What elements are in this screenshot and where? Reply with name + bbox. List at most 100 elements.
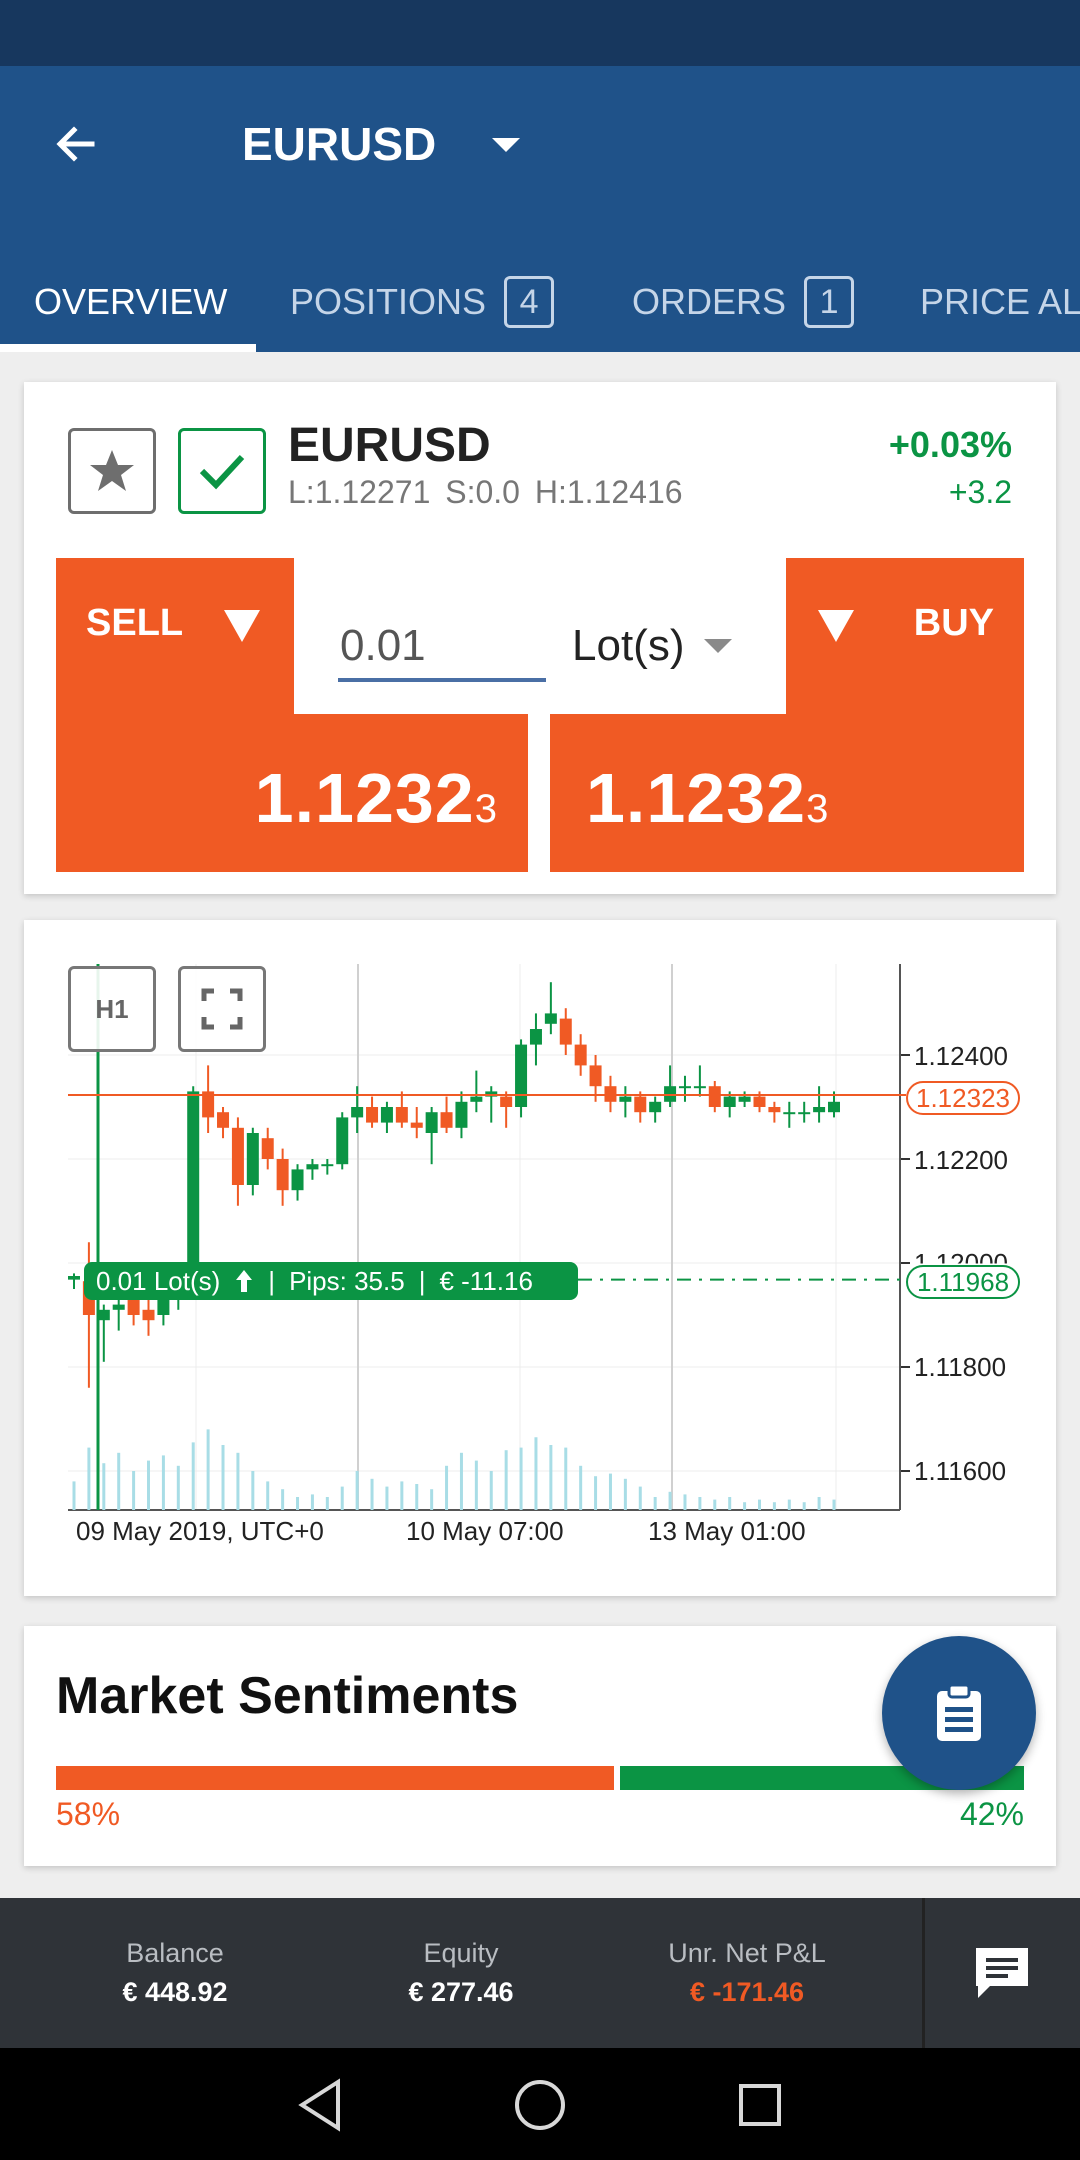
change-percent: +0.03% <box>888 424 1012 465</box>
candle-body <box>231 1127 244 1185</box>
positions-count-badge: 4 <box>504 276 555 328</box>
tab-price-alerts[interactable]: PRICE AL <box>920 252 1080 352</box>
nav-recents-icon <box>739 2084 781 2126</box>
candle-body <box>321 1164 334 1167</box>
nav-back-button[interactable] <box>286 2070 356 2140</box>
candle-body <box>544 1013 557 1024</box>
candle-body <box>515 1044 528 1107</box>
candle-body <box>202 1091 215 1118</box>
x-tick-label: 10 May 07:00 <box>406 1516 564 1546</box>
tab-label: ORDERS <box>632 281 787 322</box>
entry-price-tag: 1.11968 <box>906 1265 1020 1299</box>
candle-body <box>440 1112 453 1128</box>
candle-body <box>217 1112 230 1128</box>
tab-label: PRICE AL <box>920 281 1080 322</box>
candle-body <box>619 1096 632 1102</box>
position-lots: 0.01 Lot(s) <box>96 1265 221 1296</box>
tab-label: OVERVIEW <box>34 281 228 322</box>
candle-body <box>485 1091 498 1097</box>
buy-button[interactable]: BUY <box>786 558 1024 718</box>
instrument-stats: L:1.12271 S:0.0 H:1.12416 <box>288 474 683 510</box>
pnl-value: € -171.46 <box>689 1977 805 2007</box>
candle-body <box>768 1107 781 1113</box>
candle-body <box>395 1107 408 1123</box>
buy-label: BUY <box>913 602 994 644</box>
sentiment-buy-percent: 42% <box>959 1796 1024 1832</box>
candle-body <box>157 1299 170 1315</box>
candle-body <box>425 1112 438 1133</box>
candle-body <box>813 1107 826 1113</box>
candle-body <box>97 1309 110 1321</box>
candle-body <box>455 1101 468 1128</box>
y-tick-label: 1.11800 <box>914 1352 1007 1382</box>
triangle-down-icon <box>224 610 260 642</box>
star-icon <box>90 450 134 491</box>
price-chart[interactable] <box>0 0 1080 1620</box>
instrument-title[interactable]: EURUSD <box>242 118 437 170</box>
fullscreen-button[interactable] <box>178 966 266 1052</box>
candle-body <box>738 1096 751 1102</box>
y-tick-label: 1.12400 <box>914 1041 1008 1071</box>
candle-body <box>187 1091 200 1289</box>
checkmark-icon <box>199 454 245 490</box>
candle-body <box>112 1304 125 1310</box>
sentiment-sell-percent: 58% <box>56 1796 121 1832</box>
y-tick-label: 1.12000 <box>914 1248 1008 1278</box>
current-price-tag: 1.12323 <box>906 1081 1020 1115</box>
candle-body <box>723 1096 736 1107</box>
quantity-input[interactable] <box>338 614 546 682</box>
sentiment-card <box>24 1626 1056 1866</box>
timeframe-button[interactable]: H1 <box>68 966 156 1052</box>
equity-label: Equity <box>423 1938 499 1968</box>
sentiment-sell-bar <box>56 1766 614 1790</box>
equity-value: € 277.46 <box>408 1977 514 2007</box>
sell-price-main: 1.1232 <box>254 759 475 837</box>
account-footer: Balance € 448.92 Equity € 277.46 Unr. Ne… <box>0 1898 1080 2048</box>
candle-body <box>410 1122 423 1128</box>
nav-home-icon <box>515 2080 565 2130</box>
tab-positions[interactable]: POSITIONS 4 <box>290 252 555 352</box>
x-tick-label: 13 May 01:00 <box>648 1516 806 1546</box>
tab-orders[interactable]: ORDERS 1 <box>632 252 855 352</box>
sentiment-title: Market Sentiments <box>56 1667 519 1725</box>
candle-body <box>246 1133 259 1185</box>
balance-label: Balance <box>126 1938 224 1968</box>
caret-down-icon <box>704 639 733 653</box>
position-pill[interactable]: 0.01 Lot(s) | Pips: 35.5 | € -11.16 <box>84 1262 578 1300</box>
candle-body <box>708 1086 721 1107</box>
tab-label: POSITIONS <box>290 281 487 322</box>
candle-body <box>574 1044 587 1066</box>
sell-label: SELL <box>86 602 184 644</box>
position-pnl: € -11.16 <box>439 1265 533 1296</box>
status-bar <box>0 0 1080 66</box>
separator: | <box>418 1265 426 1296</box>
balance-value: € 448.92 <box>122 1977 228 2007</box>
sell-price-button[interactable]: 1.12323 <box>56 714 528 872</box>
sell-price: 1.12323 <box>255 758 498 838</box>
chat-button[interactable] <box>962 1938 1042 2008</box>
candle-body <box>559 1018 572 1045</box>
candle-body <box>664 1086 677 1102</box>
candle-body <box>470 1096 483 1102</box>
instrument-symbol: EURUSD <box>288 419 491 472</box>
back-button[interactable] <box>40 112 112 176</box>
buy-price-button[interactable]: 1.12323 <box>550 714 1024 872</box>
position-pips: Pips: 35.5 <box>289 1265 405 1296</box>
sell-button[interactable]: SELL <box>56 558 294 718</box>
favorite-button[interactable] <box>68 428 156 514</box>
chat-icon <box>976 1948 1028 1998</box>
tab-overview[interactable]: OVERVIEW <box>34 252 227 352</box>
unit-select[interactable]: Lot(s) <box>572 614 733 678</box>
nav-home-button[interactable] <box>505 2070 575 2140</box>
instrument-dropdown-button[interactable] <box>486 124 526 164</box>
orders-fab-button[interactable] <box>882 1636 1036 1790</box>
y-tick-label: 1.12200 <box>914 1145 1008 1175</box>
select-instrument-checkbox[interactable] <box>178 428 266 514</box>
candle-body <box>589 1065 602 1087</box>
nav-recents-button[interactable] <box>725 2070 795 2140</box>
arrow-left-icon <box>56 126 95 162</box>
candle-body <box>649 1101 662 1113</box>
active-tab-indicator <box>0 344 256 352</box>
candle-body <box>336 1117 349 1165</box>
buy-price-pipette: 3 <box>806 787 830 831</box>
